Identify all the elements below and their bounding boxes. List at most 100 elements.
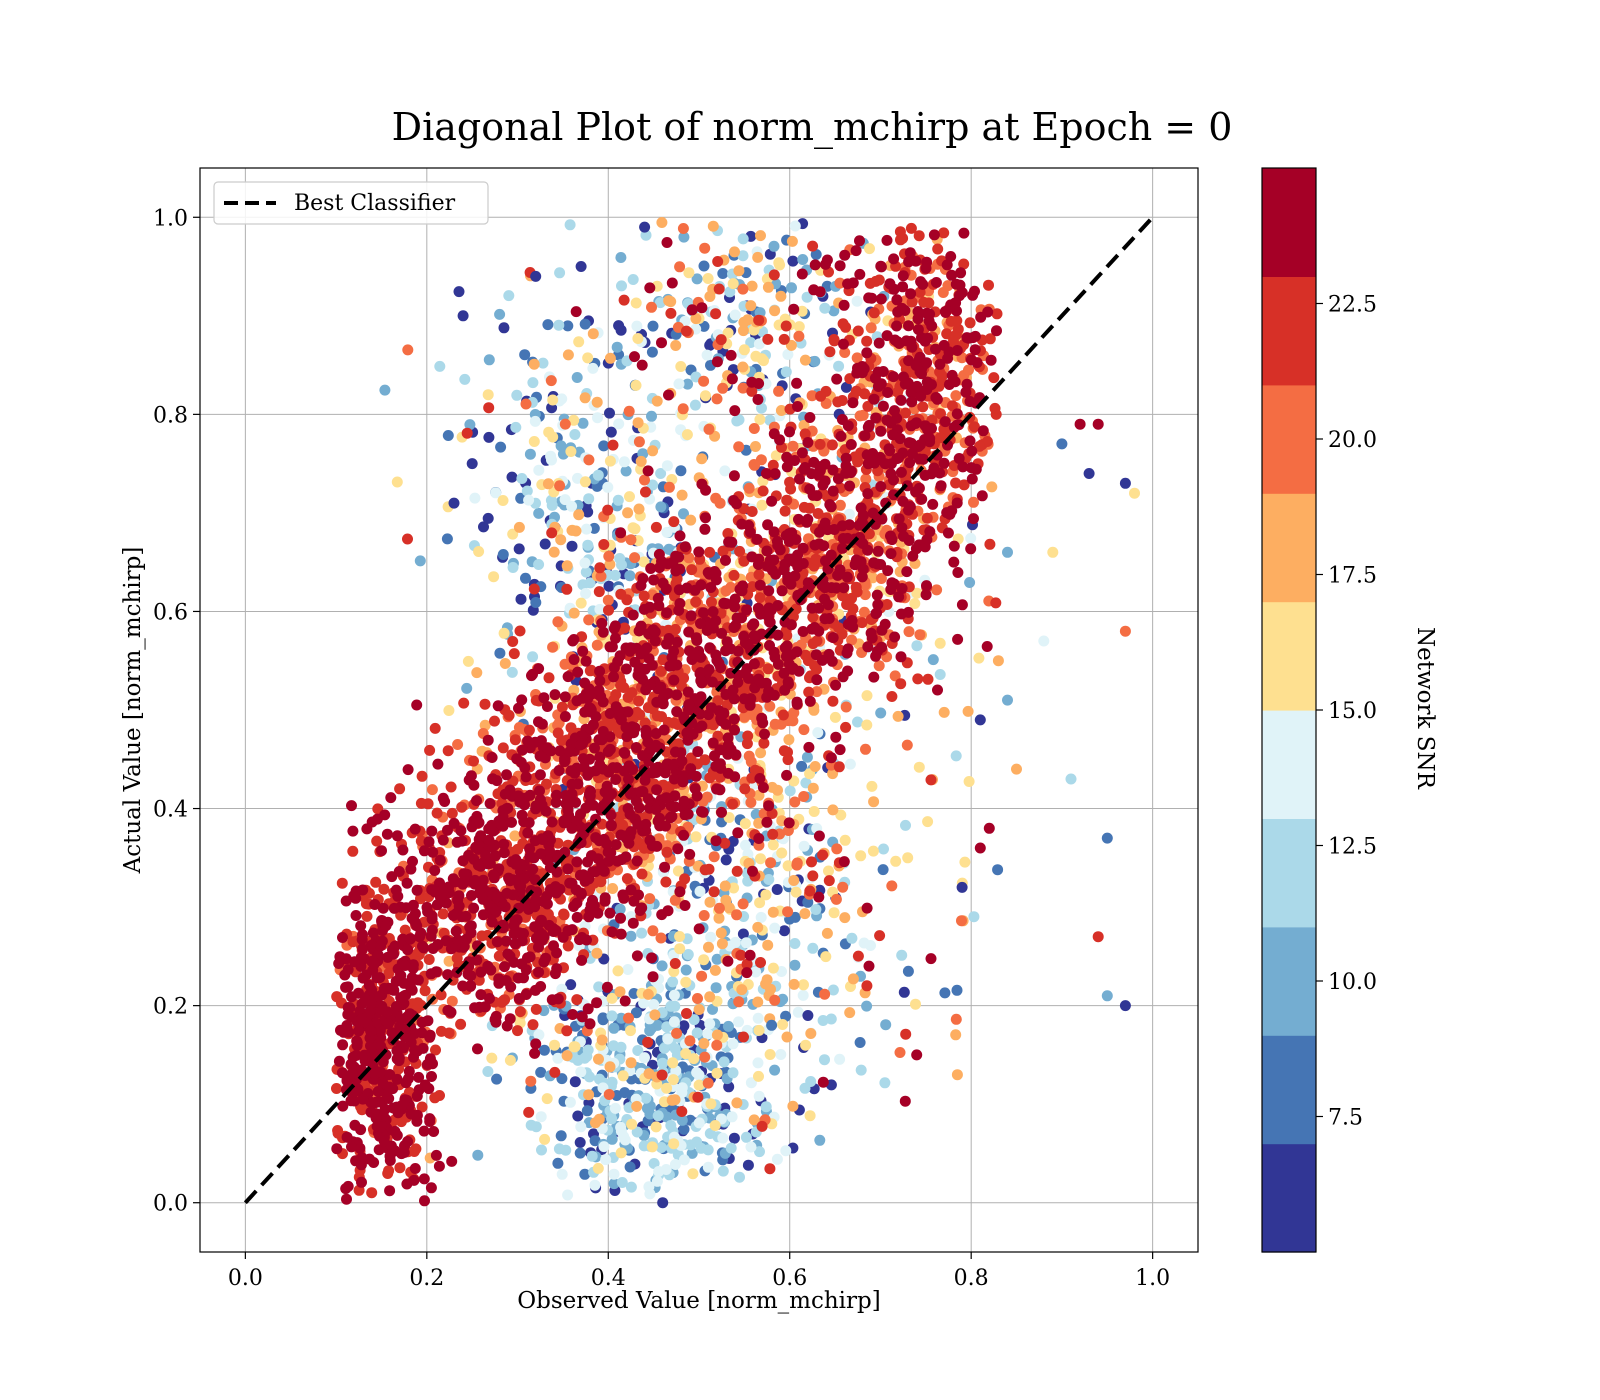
scatter-point — [712, 695, 724, 707]
scatter-point — [581, 1105, 593, 1117]
scatter-point — [701, 791, 713, 803]
scatter-point — [376, 1004, 388, 1016]
scatter-point — [819, 302, 831, 314]
scatter-point — [737, 325, 749, 337]
scatter-point — [586, 1150, 598, 1162]
scatter-point — [596, 1034, 608, 1046]
scatter-point — [716, 938, 728, 950]
scatter-point — [575, 1121, 587, 1133]
scatter-point — [370, 876, 382, 888]
scatter-point — [737, 928, 749, 940]
scatter-point — [523, 724, 535, 736]
scatter-point — [717, 1132, 729, 1144]
scatter-point — [836, 395, 848, 406]
scatter-point — [737, 250, 749, 262]
scatter-point — [376, 845, 387, 857]
scatter-point — [503, 290, 515, 302]
scatter-point — [839, 249, 851, 261]
scatter-point — [538, 1044, 550, 1056]
scatter-point — [569, 429, 581, 440]
scatter-point — [719, 837, 731, 849]
scatter-point — [618, 456, 630, 468]
scatter-point — [476, 930, 488, 942]
scatter-point — [605, 809, 617, 821]
scatter-point — [831, 843, 843, 855]
scatter-point — [900, 819, 911, 831]
scatter-point — [860, 473, 872, 485]
scatter-point — [409, 823, 421, 835]
scatter-point — [543, 426, 555, 438]
scatter-point — [703, 941, 714, 953]
scatter-point — [687, 1168, 699, 1180]
scatter-point — [593, 1053, 604, 1065]
scatter-point — [513, 702, 524, 714]
scatter-point — [657, 1057, 669, 1069]
scatter-point — [711, 1067, 723, 1079]
scatter-point — [623, 773, 634, 785]
scatter-point — [667, 1057, 679, 1069]
scatter-point — [764, 700, 776, 712]
scatter-point — [484, 993, 495, 1004]
scatter-point — [644, 893, 656, 905]
scatter-point — [699, 1051, 711, 1063]
scatter-point — [366, 1187, 378, 1199]
scatter-point — [939, 416, 951, 428]
scatter-point — [583, 614, 595, 626]
scatter-point — [556, 1168, 568, 1180]
scatter-point — [723, 1081, 735, 1093]
scatter-point — [456, 801, 468, 813]
scatter-point — [740, 937, 752, 949]
scatter-point — [556, 701, 568, 713]
scatter-point — [791, 696, 803, 708]
scatter-point — [520, 572, 531, 584]
scatter-point — [938, 706, 950, 718]
scatter-point — [663, 389, 674, 401]
scatter-point — [545, 494, 557, 506]
scatter-point — [355, 1159, 367, 1171]
scatter-point — [799, 908, 811, 920]
scatter-point — [610, 632, 621, 644]
scatter-point — [712, 256, 724, 267]
scatter-point — [874, 930, 886, 942]
scatter-point — [691, 790, 703, 802]
scatter-point — [632, 1045, 644, 1056]
scatter-point — [455, 825, 467, 837]
scatter-point — [950, 1029, 962, 1041]
scatter-point — [642, 793, 654, 805]
scatter-point — [558, 908, 570, 920]
scatter-point — [820, 951, 832, 963]
scatter-point — [789, 959, 801, 971]
scatter-point — [564, 877, 576, 889]
scatter-point — [992, 864, 1004, 876]
scatter-point — [725, 349, 737, 361]
scatter-point — [630, 379, 642, 391]
scatter-point — [924, 308, 936, 320]
scatter-point — [807, 240, 819, 252]
scatter-point — [834, 499, 846, 511]
scatter-point — [650, 739, 662, 751]
scatter-point — [422, 798, 434, 810]
scatter-point — [426, 784, 438, 796]
scatter-point — [654, 297, 666, 309]
scatter-point — [577, 417, 589, 429]
scatter-point — [380, 920, 392, 932]
scatter-point — [768, 689, 780, 701]
scatter-point — [892, 386, 904, 398]
scatter-point — [725, 581, 737, 593]
scatter-point — [346, 800, 357, 812]
scatter-point — [681, 429, 693, 441]
scatter-point — [767, 828, 779, 840]
scatter-point — [688, 1053, 700, 1065]
scatter-point — [728, 569, 740, 581]
scatter-point — [902, 965, 914, 977]
scatter-point — [443, 705, 455, 716]
scatter-point — [528, 583, 540, 595]
scatter-point — [548, 546, 560, 558]
scatter-point — [921, 580, 932, 592]
scatter-point — [651, 710, 663, 722]
scatter-point — [910, 255, 922, 267]
scatter-point — [758, 808, 770, 820]
scatter-point — [727, 798, 739, 810]
scatter-point — [459, 373, 471, 385]
scatter-point — [825, 1013, 837, 1025]
